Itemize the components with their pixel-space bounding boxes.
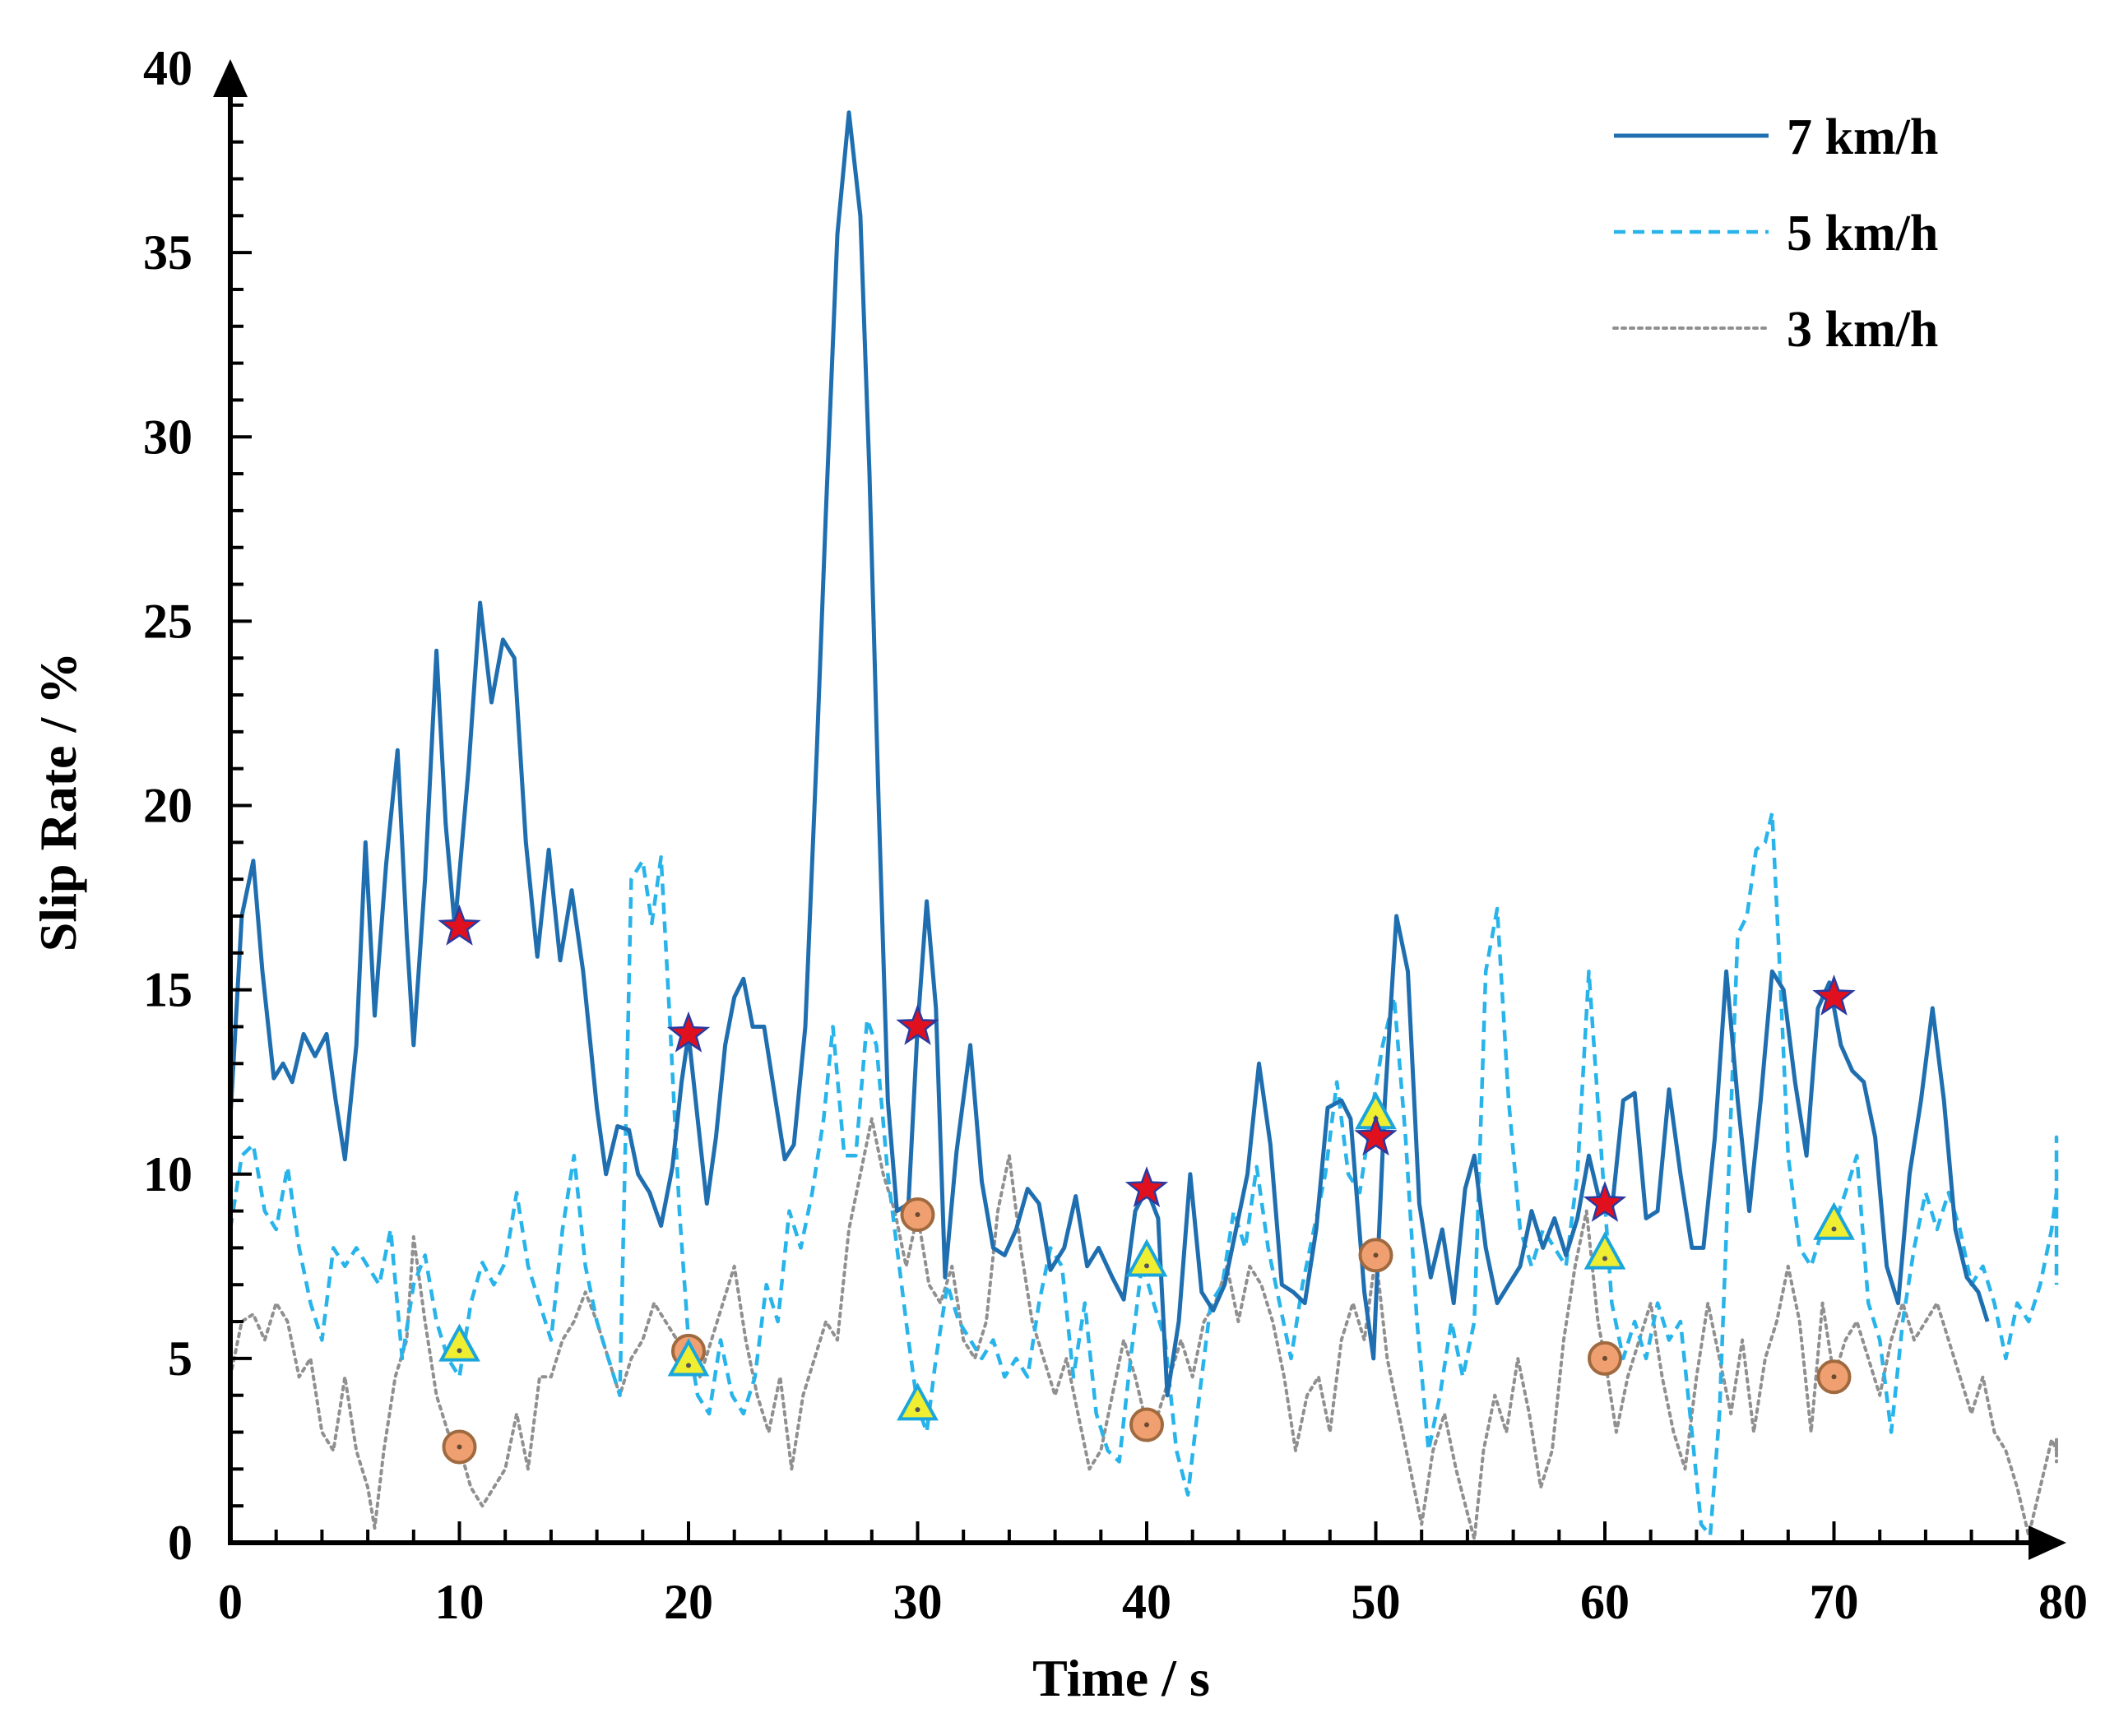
legend: 7 km/h 5 km/h 3 km/h: [1612, 109, 1938, 358]
marker-star-1: [666, 1011, 711, 1053]
marker-triangle-1: [667, 1338, 710, 1377]
ticks-layer: [230, 103, 2019, 1543]
x-tick-label: 60: [1580, 1575, 1630, 1629]
axes-layer: [213, 59, 2066, 1560]
marker-circle-0-dot: [457, 1444, 462, 1450]
x-tick-label: 80: [2038, 1575, 2088, 1629]
y-tick-label: 15: [143, 963, 192, 1017]
series-line-7-km-h: [228, 110, 1990, 1398]
y-tick-label: 25: [143, 594, 192, 648]
marker-star-3: [1124, 1166, 1169, 1208]
y-axis-arrow: [213, 59, 248, 97]
marker-star-0: [438, 904, 481, 946]
marker-star-2: [896, 1003, 939, 1045]
marker-layer: [438, 904, 1856, 1465]
marker-triangle-5-dot: [1602, 1256, 1607, 1261]
marker-circle-4-dot: [1373, 1252, 1379, 1258]
marker-triangle-0-dot: [457, 1348, 462, 1354]
y-tick-label: 35: [143, 225, 192, 280]
marker-triangle-0: [438, 1323, 480, 1362]
marker-circle-5-dot: [1602, 1355, 1607, 1361]
tick-labels-layer: 0 10 20 30 40 50 60 70 80 0 5 10 15 20 25 30 35 40: [143, 41, 2088, 1629]
marker-circle-2-dot: [915, 1212, 920, 1218]
marker-triangle-2-dot: [915, 1407, 920, 1413]
x-axis-arrow: [2029, 1525, 2066, 1560]
legend-label: 7 km/h: [1787, 109, 1938, 165]
x-tick-label: 20: [664, 1575, 713, 1629]
marker-star-4: [1354, 1114, 1398, 1156]
marker-triangle-5: [1583, 1231, 1626, 1270]
marker-star-6: [1812, 974, 1856, 1016]
marker-star-5: [1583, 1181, 1627, 1222]
x-tick-label: 10: [435, 1575, 485, 1629]
series-layer: [228, 110, 2059, 1541]
legend-label: 5 km/h: [1787, 206, 1938, 262]
marker-triangle-2: [897, 1382, 939, 1421]
marker-circle-3-dot: [1144, 1422, 1149, 1428]
x-axis-title: Time / s: [1032, 1649, 1210, 1707]
x-tick-label: 50: [1352, 1575, 1401, 1629]
y-tick-label: 20: [143, 779, 192, 833]
y-tick-label: 0: [168, 1516, 192, 1570]
x-tick-label: 0: [218, 1575, 243, 1629]
marker-triangle-3-dot: [1144, 1263, 1149, 1269]
legend-label: 3 km/h: [1787, 302, 1938, 358]
marker-triangle-3: [1125, 1238, 1168, 1277]
y-tick-label: 10: [143, 1147, 192, 1201]
y-axis-title: Slip Rate / %: [29, 652, 87, 951]
y-tick-label: 30: [143, 410, 192, 464]
x-tick-label: 30: [893, 1575, 943, 1629]
x-tick-label: 70: [1810, 1575, 1859, 1629]
marker-triangle-6: [1813, 1201, 1855, 1240]
marker-circle-6-dot: [1831, 1374, 1837, 1380]
marker-triangle-6-dot: [1831, 1226, 1837, 1232]
series-line-3-km-h: [229, 1117, 2058, 1541]
y-tick-label: 40: [143, 41, 192, 95]
x-tick-label: 40: [1122, 1575, 1171, 1629]
marker-triangle-1-dot: [686, 1363, 691, 1368]
y-tick-label: 5: [168, 1331, 192, 1386]
